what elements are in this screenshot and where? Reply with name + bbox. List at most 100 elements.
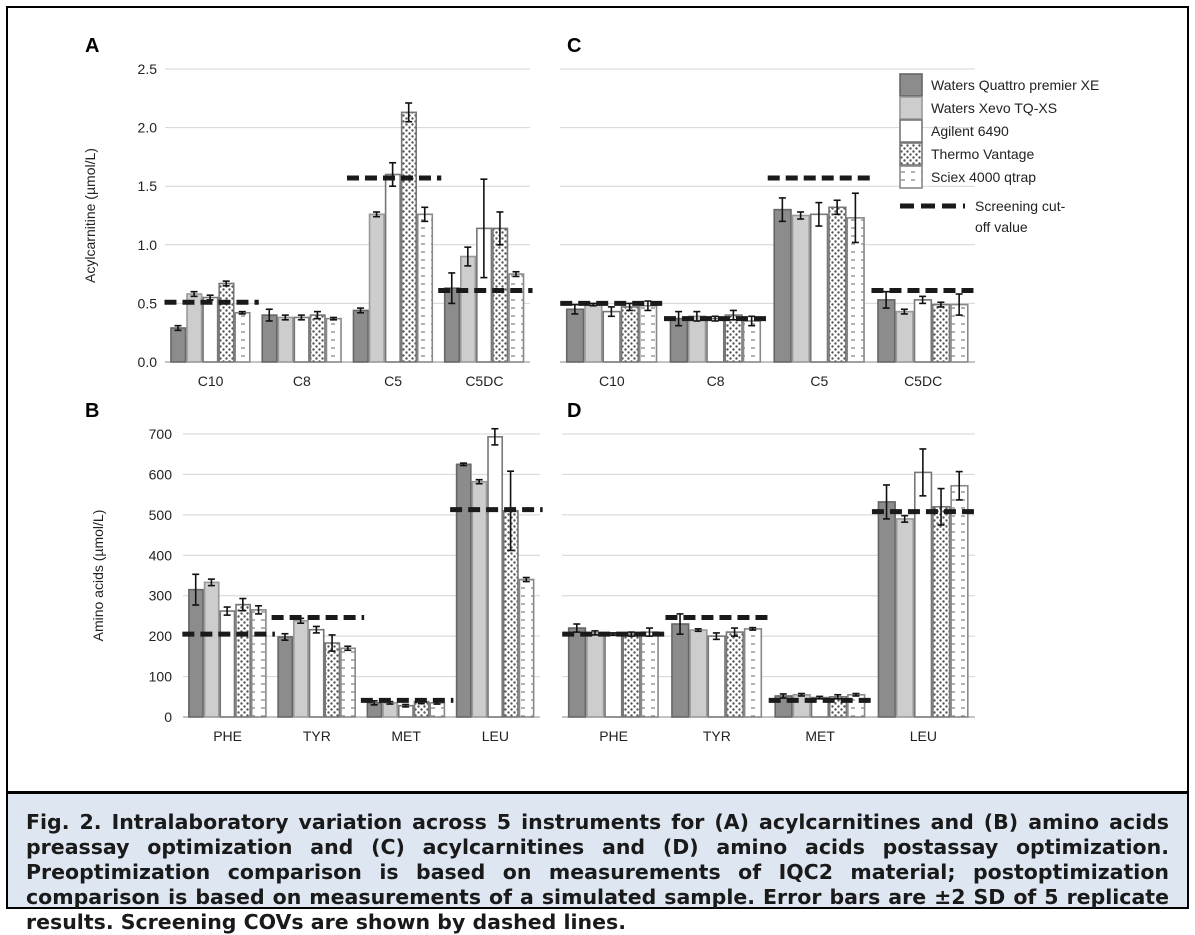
y-tick-label-b: 400 bbox=[149, 547, 173, 563]
bar-c-c8-series-3 bbox=[706, 317, 725, 363]
y-tick-label-b: 600 bbox=[149, 466, 173, 482]
legend-label-2: Waters Xevo TQ-XS bbox=[931, 100, 1057, 116]
y-axis-title-b: Amino acids (µmol/L) bbox=[90, 510, 106, 642]
panel-b: B 0 100 200 300 400 500 600 700 Amino acids (µmol… bbox=[85, 400, 543, 744]
bar-a-c8-series-1 bbox=[261, 314, 278, 363]
bar-b-phe-series-3 bbox=[219, 610, 236, 718]
x-tick-label-a: C8 bbox=[293, 373, 311, 389]
bar-b-tyr-series-3 bbox=[308, 628, 325, 718]
y-tick-label-a: 1.5 bbox=[138, 178, 158, 194]
legend-swatch-4 bbox=[899, 142, 923, 166]
x-tick-label-b: TYR bbox=[303, 728, 331, 744]
bar-a-c10-series-3 bbox=[202, 296, 219, 363]
panel-letter-c: C bbox=[567, 35, 581, 57]
bar-a-c5-series-2 bbox=[368, 213, 385, 363]
bar-b-tyr-series-2 bbox=[293, 619, 309, 718]
y-tick-label-a: 1.0 bbox=[138, 237, 158, 253]
legend-swatch-3 bbox=[899, 119, 923, 143]
y-tick-label-a: 0.0 bbox=[138, 354, 158, 370]
panel-d: D PHE TYR MET LEU bbox=[562, 400, 977, 744]
bar-c-c5-series-4 bbox=[828, 206, 847, 363]
bar-d-leu-series-5 bbox=[950, 484, 969, 718]
panel-a: A 0.0 0.5 1.0 1.5 2.0 2.5 Acylcarnitine (µmol/L… bbox=[82, 35, 533, 389]
bar-b-met-series-2 bbox=[382, 702, 399, 718]
bar-d-leu-series-3 bbox=[913, 471, 933, 718]
x-tick-label-b: LEU bbox=[482, 728, 509, 744]
bar-d-leu-series-1 bbox=[877, 501, 896, 718]
x-tick-label-a: C5 bbox=[384, 373, 402, 389]
bar-c-c10-series-5 bbox=[638, 304, 658, 363]
legend-label-5: Sciex 4000 qtrap bbox=[931, 169, 1036, 185]
bar-b-leu-series-2 bbox=[471, 480, 488, 718]
y-tick-label-a: 2.5 bbox=[138, 61, 158, 77]
x-tick-label-d: LEU bbox=[910, 728, 937, 744]
bar-a-c10-series-1 bbox=[170, 327, 187, 363]
legend-cutoff-label: Screening cut- bbox=[975, 198, 1066, 214]
y-tick-label-b: 500 bbox=[149, 507, 173, 523]
x-tick-label-d: TYR bbox=[703, 728, 731, 744]
legend-swatch-5 bbox=[899, 165, 923, 189]
bar-c-c5dc-series-3 bbox=[913, 299, 933, 363]
legend-label-4: Thermo Vantage bbox=[931, 146, 1034, 162]
bar-c-c5dc-series-4 bbox=[931, 303, 951, 363]
bar-c-c8-series-5 bbox=[742, 320, 762, 363]
bar-d-tyr-series-2 bbox=[689, 629, 708, 718]
caption-box: Fig. 2. Intralaboratory variation across… bbox=[6, 791, 1189, 934]
bar-d-phe-series-5 bbox=[640, 631, 659, 718]
panel-letter-d: D bbox=[567, 400, 581, 422]
bar-b-phe-series-2 bbox=[203, 581, 220, 718]
x-tick-label-a: C5DC bbox=[465, 373, 503, 389]
legend-cutoff-label: off value bbox=[975, 219, 1028, 235]
bar-a-c5-series-4 bbox=[400, 111, 418, 363]
x-tick-label-d: MET bbox=[805, 728, 835, 744]
bar-c-c5-series-2 bbox=[791, 214, 811, 363]
panel-letter-a: A bbox=[85, 35, 99, 57]
bar-a-c8-series-4 bbox=[309, 314, 326, 363]
bar-c-c8-series-2 bbox=[687, 315, 707, 363]
bar-d-tyr-series-5 bbox=[743, 628, 763, 718]
y-tick-label-a: 2.0 bbox=[138, 120, 158, 136]
bar-a-c5dc-series-5 bbox=[508, 273, 525, 363]
x-tick-label-c: C8 bbox=[707, 373, 725, 389]
bar-c-c5-series-3 bbox=[809, 213, 829, 363]
bar-c-c8-series-4 bbox=[724, 314, 743, 363]
panel-c: C C10 C8 C5 C5DC bbox=[560, 35, 977, 389]
x-tick-label-b: PHE bbox=[213, 728, 242, 744]
bar-d-phe-series-4 bbox=[622, 633, 641, 718]
bar-b-leu-series-5 bbox=[518, 578, 535, 718]
x-tick-label-d: PHE bbox=[599, 728, 628, 744]
y-tick-label-b: 700 bbox=[149, 426, 173, 442]
bar-a-c5dc-series-2 bbox=[459, 255, 477, 363]
chart-figure: A 0.0 0.5 1.0 1.5 2.0 2.5 Acylcarnitine (µmol/L… bbox=[82, 35, 1099, 744]
bar-d-tyr-series-1 bbox=[671, 623, 690, 718]
bar-b-leu-series-1 bbox=[455, 463, 472, 718]
y-tick-label-b: 200 bbox=[149, 628, 173, 644]
y-tick-label-b: 100 bbox=[149, 669, 173, 685]
figure-caption: Fig. 2. Intralaboratory variation across… bbox=[26, 810, 1169, 934]
bar-d-phe-series-2 bbox=[586, 632, 605, 718]
bar-c-c10-series-1 bbox=[565, 308, 585, 363]
y-tick-label-a: 0.5 bbox=[138, 295, 158, 311]
bar-b-phe-series-4 bbox=[235, 603, 251, 718]
bar-c-c10-series-4 bbox=[620, 306, 640, 363]
x-tick-label-b: MET bbox=[391, 728, 421, 744]
y-axis-title-a: Acylcarnitine (µmol/L) bbox=[82, 148, 98, 283]
bar-a-c10-series-4 bbox=[218, 282, 235, 363]
bar-d-tyr-series-4 bbox=[725, 631, 744, 718]
bar-b-tyr-series-1 bbox=[277, 636, 294, 718]
bar-d-phe-series-3 bbox=[604, 633, 623, 718]
y-tick-label-b: 300 bbox=[149, 588, 173, 604]
x-tick-label-c: C5DC bbox=[904, 373, 942, 389]
y-tick-label-b: 0 bbox=[164, 709, 172, 725]
bar-d-leu-series-4 bbox=[932, 505, 951, 718]
bar-a-c5-series-1 bbox=[352, 309, 369, 363]
legend-label-3: Agilent 6490 bbox=[931, 123, 1009, 139]
bar-b-tyr-series-5 bbox=[340, 647, 356, 718]
figure-frame bbox=[6, 6, 1189, 909]
bar-d-tyr-series-3 bbox=[707, 635, 726, 718]
bar-c-c5dc-series-2 bbox=[895, 310, 914, 363]
x-tick-label-a: C10 bbox=[198, 373, 224, 389]
bar-d-leu-series-2 bbox=[895, 518, 915, 718]
bar-b-phe-series-1 bbox=[188, 588, 204, 718]
bar-a-c5-series-3 bbox=[384, 173, 401, 363]
